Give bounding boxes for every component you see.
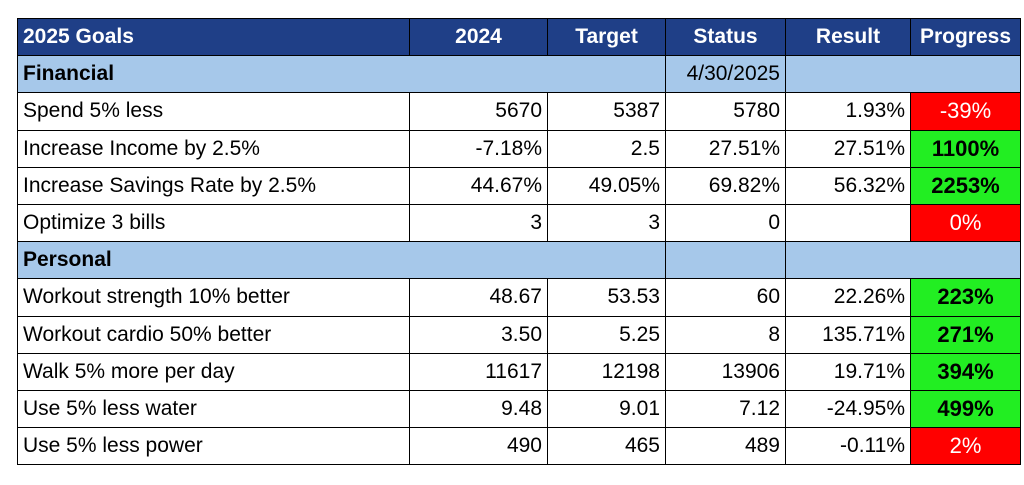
target-cell[interactable]: 9.01 (547, 389, 666, 429)
progress-cell[interactable]: 0% (910, 203, 1021, 243)
header-progress[interactable]: Progress (910, 17, 1021, 57)
header-row: 2025 Goals 2024 Target Status Result Pro… (17, 17, 1021, 57)
status-cell[interactable]: 69.82% (665, 166, 786, 205)
target-cell[interactable]: 2.5 (547, 129, 666, 168)
goal-cell[interactable]: Use 5% less water (17, 389, 410, 429)
progress-cell[interactable]: 499% (910, 389, 1021, 429)
goal-cell[interactable]: Workout cardio 50% better (17, 315, 410, 354)
value-2024-cell[interactable]: 9.48 (409, 389, 548, 429)
table-row: Use 5% less water 9.48 9.01 7.12 -24.95% 499% (17, 389, 1021, 429)
section-status-date[interactable] (665, 241, 786, 280)
target-cell[interactable]: 5.25 (547, 315, 666, 354)
goal-cell[interactable]: Use 5% less power (17, 427, 410, 466)
section-status-date[interactable]: 4/30/2025 (665, 55, 786, 94)
progress-cell[interactable]: 1100% (910, 129, 1021, 168)
progress-cell[interactable]: -39% (910, 92, 1021, 131)
goal-cell[interactable]: Increase Income by 2.5% (17, 129, 410, 168)
status-cell[interactable]: 7.12 (665, 389, 786, 429)
header-goals[interactable]: 2025 Goals (17, 17, 410, 57)
section-label[interactable]: Financial (17, 55, 666, 94)
progress-cell[interactable]: 2253% (910, 166, 1021, 205)
result-cell[interactable]: 1.93% (785, 92, 911, 131)
header-status[interactable]: Status (665, 17, 786, 57)
value-2024-cell[interactable]: 3 (409, 203, 548, 243)
progress-cell[interactable]: 271% (910, 315, 1021, 354)
status-cell[interactable]: 60 (665, 278, 786, 317)
progress-cell[interactable]: 2% (910, 427, 1021, 466)
status-cell[interactable]: 5780 (665, 92, 786, 131)
table-row: Optimize 3 bills 3 3 0 0% (17, 203, 1021, 243)
value-2024-cell[interactable]: 11617 (409, 352, 548, 391)
status-cell[interactable]: 0 (665, 203, 786, 243)
target-cell[interactable]: 53.53 (547, 278, 666, 317)
progress-cell[interactable]: 394% (910, 352, 1021, 391)
table-row: Increase Savings Rate by 2.5% 44.67% 49.05… (17, 166, 1021, 205)
value-2024-cell[interactable]: -7.18% (409, 129, 548, 168)
status-cell[interactable]: 27.51% (665, 129, 786, 168)
section-blank-cell[interactable] (785, 241, 1021, 280)
table-row: Use 5% less power 490 465 489 -0.11% 2% (17, 427, 1021, 466)
goal-cell[interactable]: Optimize 3 bills (17, 203, 410, 243)
goal-cell[interactable]: Walk 5% more per day (17, 352, 410, 391)
goal-cell[interactable]: Increase Savings Rate by 2.5% (17, 166, 410, 205)
section-row-personal: Personal (17, 241, 1021, 280)
goal-cell[interactable]: Workout strength 10% better (17, 278, 410, 317)
goals-table: 2025 Goals 2024 Target Status Result Pro… (17, 17, 1021, 466)
header-2024[interactable]: 2024 (409, 17, 548, 57)
status-cell[interactable]: 8 (665, 315, 786, 354)
status-cell[interactable]: 489 (665, 427, 786, 466)
value-2024-cell[interactable]: 44.67% (409, 166, 548, 205)
status-cell[interactable]: 13906 (665, 352, 786, 391)
result-cell[interactable]: 56.32% (785, 166, 911, 205)
result-cell[interactable]: 27.51% (785, 129, 911, 168)
result-cell[interactable]: -0.11% (785, 427, 911, 466)
header-target[interactable]: Target (547, 17, 666, 57)
result-cell[interactable]: 22.26% (785, 278, 911, 317)
target-cell[interactable]: 12198 (547, 352, 666, 391)
table-row: Walk 5% more per day 11617 12198 13906 19.71… (17, 352, 1021, 391)
header-result[interactable]: Result (785, 17, 911, 57)
table-row: Spend 5% less 5670 5387 5780 1.93% -39% (17, 92, 1021, 131)
value-2024-cell[interactable]: 48.67 (409, 278, 548, 317)
progress-cell[interactable]: 223% (910, 278, 1021, 317)
value-2024-cell[interactable]: 5670 (409, 92, 548, 131)
target-cell[interactable]: 465 (547, 427, 666, 466)
section-blank-cell[interactable] (785, 55, 1021, 94)
section-label[interactable]: Personal (17, 241, 666, 280)
table-row: Increase Income by 2.5% -7.18% 2.5 27.51% 27… (17, 129, 1021, 168)
result-cell[interactable]: 19.71% (785, 352, 911, 391)
goal-cell[interactable]: Spend 5% less (17, 92, 410, 131)
target-cell[interactable]: 3 (547, 203, 666, 243)
goals-table-body: Financial 4/30/2025 Spend 5% less 5670 5387 5… (17, 55, 1021, 466)
table-row: Workout strength 10% better 48.67 53.53 60 2… (17, 278, 1021, 317)
value-2024-cell[interactable]: 3.50 (409, 315, 548, 354)
result-cell[interactable] (785, 203, 911, 243)
section-row-financial: Financial 4/30/2025 (17, 55, 1021, 94)
table-row: Workout cardio 50% better 3.50 5.25 8 135.71… (17, 315, 1021, 354)
result-cell[interactable]: -24.95% (785, 389, 911, 429)
result-cell[interactable]: 135.71% (785, 315, 911, 354)
value-2024-cell[interactable]: 490 (409, 427, 548, 466)
target-cell[interactable]: 5387 (547, 92, 666, 131)
target-cell[interactable]: 49.05% (547, 166, 666, 205)
